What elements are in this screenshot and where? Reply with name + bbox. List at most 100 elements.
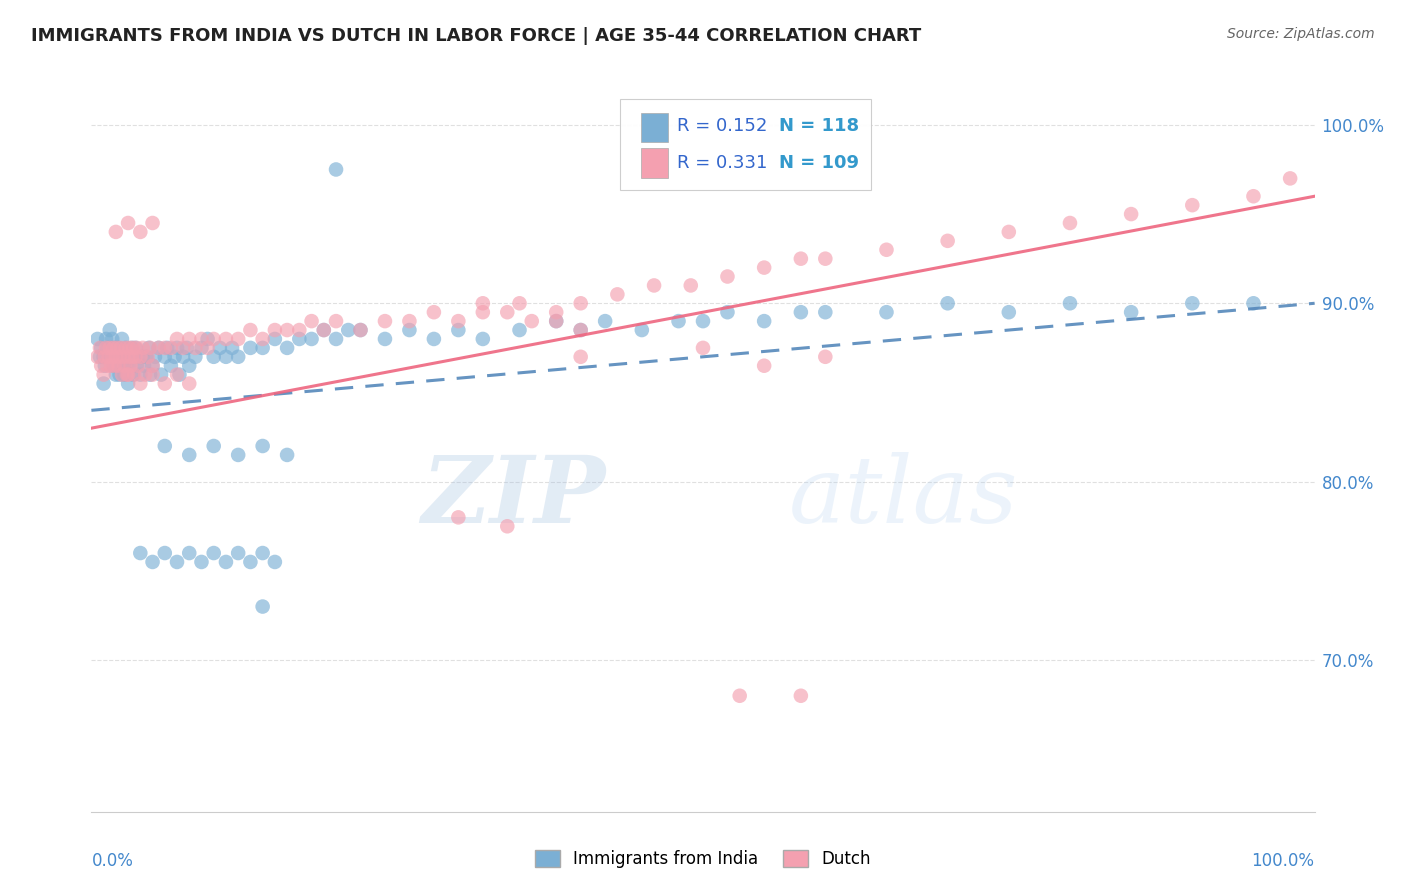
Point (121, 341, 143, 355)
Point (208, 341, 231, 355)
Point (143, 350, 166, 364)
Point (546, 305, 568, 319)
Point (124, 341, 146, 355)
Point (129, 225, 152, 239)
Point (325, 314, 347, 328)
Legend: Immigrants from India, Dutch: Immigrants from India, Dutch (529, 843, 877, 875)
Point (104, 341, 127, 355)
Point (129, 376, 152, 391)
Point (97, 350, 120, 364)
Point (90, 359, 112, 373)
Point (790, 252, 813, 266)
Point (129, 546, 152, 560)
Point (117, 368, 139, 382)
Point (114, 341, 136, 355)
Point (643, 278, 665, 293)
Point (153, 546, 176, 560)
Point (138, 341, 160, 355)
Point (117, 216, 139, 230)
Point (325, 162, 347, 177)
Point (122, 350, 145, 364)
Point (172, 341, 194, 355)
Point (546, 314, 568, 328)
Point (107, 359, 129, 373)
Point (606, 287, 628, 301)
Point (94, 359, 117, 373)
Point (374, 332, 396, 346)
Point (120, 359, 142, 373)
Point (94, 332, 117, 346)
Point (1181, 198, 1204, 212)
Point (349, 323, 371, 337)
Point (312, 323, 335, 337)
Point (117, 376, 139, 391)
Point (141, 359, 163, 373)
Point (716, 269, 738, 284)
Point (936, 234, 959, 248)
Point (104, 359, 127, 373)
Point (98, 341, 121, 355)
Text: R = 0.331: R = 0.331 (678, 154, 768, 172)
Point (100, 350, 122, 364)
Point (153, 341, 176, 355)
Point (1243, 189, 1265, 203)
Point (264, 332, 287, 346)
Text: N = 118: N = 118 (779, 118, 859, 136)
Point (111, 359, 134, 373)
Point (169, 368, 191, 382)
Point (129, 350, 152, 364)
Point (398, 323, 420, 337)
Point (179, 448, 201, 462)
Point (176, 341, 198, 355)
Point (288, 332, 311, 346)
Text: Source: ZipAtlas.com: Source: ZipAtlas.com (1227, 27, 1375, 41)
Point (98, 341, 121, 355)
Point (124, 350, 146, 364)
Point (112, 368, 135, 382)
Point (423, 305, 446, 319)
Point (790, 305, 813, 319)
Point (104, 368, 127, 382)
Point (93, 376, 115, 391)
Point (86, 332, 108, 346)
Point (112, 359, 135, 373)
Point (111, 368, 134, 382)
Point (105, 341, 128, 355)
Point (122, 341, 145, 355)
Point (998, 225, 1021, 239)
Point (115, 368, 138, 382)
Point (103, 341, 125, 355)
Point (221, 341, 243, 355)
Point (148, 341, 170, 355)
Point (166, 555, 188, 569)
Point (252, 599, 274, 614)
Point (226, 332, 249, 346)
Point (179, 359, 201, 373)
Point (153, 350, 176, 364)
Point (100, 359, 122, 373)
Point (112, 350, 135, 364)
Point (121, 350, 143, 364)
Point (166, 368, 188, 382)
Point (190, 332, 212, 346)
Point (1059, 296, 1081, 310)
Text: R = 0.152: R = 0.152 (678, 118, 768, 136)
Point (160, 341, 183, 355)
Point (875, 305, 898, 319)
Point (301, 314, 323, 328)
Point (716, 305, 738, 319)
Point (114, 341, 136, 355)
Point (190, 341, 212, 355)
Point (156, 341, 179, 355)
Point (135, 350, 157, 364)
Point (98, 323, 121, 337)
Point (423, 332, 446, 346)
Point (104, 350, 127, 364)
Point (790, 689, 813, 703)
Point (184, 350, 207, 364)
Point (264, 323, 287, 337)
Point (471, 305, 494, 319)
Point (190, 555, 212, 569)
Point (936, 296, 959, 310)
Point (692, 314, 714, 328)
